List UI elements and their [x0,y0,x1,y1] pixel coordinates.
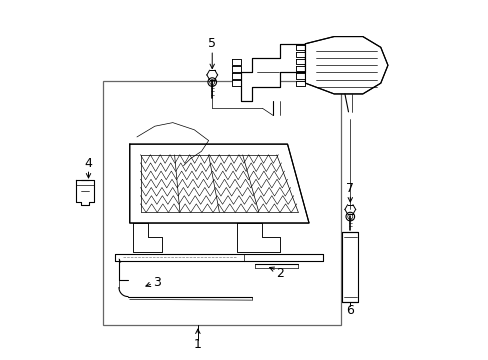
Polygon shape [296,59,305,64]
Text: 3: 3 [152,276,160,289]
Polygon shape [305,37,387,94]
Polygon shape [296,66,305,71]
Polygon shape [231,73,241,79]
Polygon shape [133,223,162,252]
Polygon shape [296,73,305,78]
Polygon shape [296,45,305,50]
Text: 5: 5 [208,37,216,50]
Text: 4: 4 [84,157,92,170]
Polygon shape [241,44,305,101]
Bar [102,81,341,325]
Text: 7: 7 [346,183,354,195]
Polygon shape [231,66,241,72]
Text: 2: 2 [276,267,284,280]
Text: 1: 1 [194,338,202,351]
Text: 6: 6 [346,305,353,318]
Polygon shape [129,144,308,223]
Polygon shape [296,81,305,86]
Bar [342,232,357,302]
Polygon shape [231,80,241,86]
Polygon shape [237,223,280,252]
Polygon shape [231,59,241,64]
Polygon shape [296,52,305,57]
